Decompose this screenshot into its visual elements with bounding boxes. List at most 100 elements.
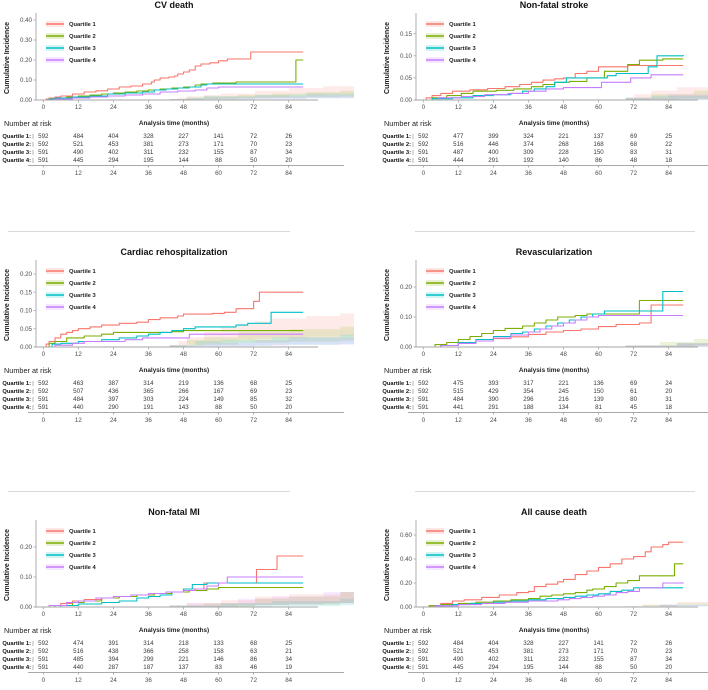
risk-count: 317 (523, 380, 534, 387)
risk-count: 22 (665, 141, 672, 148)
ci-band-quartile-1 (625, 602, 708, 607)
risk-count: 150 (593, 388, 604, 395)
legend-label: Quartile 1 (449, 22, 477, 28)
y-tick-label: 0.10 (20, 308, 33, 315)
panel-non-fatal-stroke: 0.00 0.05 0.10 0.15 0 12 24 36 48 60 72 84 Cumulativ… (354, 0, 708, 196)
y-axis-label: Cumulative Incidence (4, 22, 11, 94)
risk-count: 592 (418, 380, 429, 387)
risk-count: 311 (524, 656, 534, 663)
risk-count: 19 (285, 664, 292, 671)
risk-count: 171 (593, 648, 604, 655)
risk-count: 490 (73, 149, 84, 156)
risk-count: 31 (665, 396, 672, 403)
risk-count: 490 (453, 656, 464, 663)
risk-axis-tick-label: 36 (525, 677, 532, 684)
ci-band-quartile-4 (625, 343, 708, 347)
risk-row-label: Quartile 1: (2, 381, 31, 387)
x-tick-label: 48 (560, 104, 567, 111)
risk-count: 521 (73, 141, 84, 148)
risk-count: 50 (250, 157, 257, 164)
risk-row-label: Quartile 3: (2, 397, 31, 403)
legend-label: Quartile 4 (69, 305, 97, 311)
risk-axis-tick-label: 84 (665, 170, 672, 177)
risk-count: 191 (143, 404, 154, 411)
x-tick-label: 60 (215, 351, 222, 358)
risk-count: 515 (453, 388, 464, 395)
risk-count: 296 (523, 396, 534, 403)
risk-count: 354 (523, 388, 534, 395)
risk-axis-tick-label: 12 (75, 170, 82, 177)
risk-count: 273 (178, 141, 189, 148)
chart-title: All cause death (521, 507, 587, 517)
risk-count: 397 (108, 396, 119, 403)
risk-count: 314 (143, 640, 154, 647)
y-tick-label: 0.20 (20, 271, 33, 278)
risk-axis-tick-label: 24 (490, 170, 497, 177)
risk-row-label: Quartile 3: (2, 657, 31, 663)
risk-count: 381 (523, 648, 534, 655)
risk-table-header: Number at risk (384, 626, 432, 635)
series-line-quartile-2 (43, 59, 304, 101)
risk-axis-tick-label: 60 (215, 417, 222, 424)
x-tick-label: 72 (630, 611, 637, 618)
risk-count: 366 (143, 648, 154, 655)
x-tick-label: 36 (525, 351, 532, 358)
ci-band-quartile-2 (169, 75, 708, 100)
risk-axis-tick-label: 60 (595, 170, 602, 177)
risk-count: 88 (595, 664, 602, 671)
y-tick-label: 0.40 (400, 556, 413, 563)
legend-label: Quartile 3 (449, 46, 477, 52)
risk-count: 155 (213, 149, 224, 156)
risk-count: 136 (593, 380, 604, 387)
chart-cardiac-rehospitalization: 0.00 0.05 0.10 0.15 0.20 0 12 24 36 48 60 72 84 Cumul… (2, 247, 708, 424)
risk-count: 592 (38, 141, 49, 148)
x-tick-label: 60 (215, 104, 222, 111)
risk-count: 221 (558, 133, 569, 140)
risk-axis-tick-label: 48 (180, 170, 187, 177)
risk-axis-tick-label: 84 (665, 677, 672, 684)
risk-count: 137 (178, 664, 189, 671)
panel-all-cause-death: 0.00 0.20 0.40 0.60 0 12 24 36 48 60 72 84 Cumulativ… (354, 503, 708, 690)
y-axis-label: Cumulative Incidence (384, 529, 391, 601)
y-tick-label: 0.00 (400, 604, 413, 611)
legend-label: Quartile 3 (449, 293, 477, 299)
y-tick-label: 0.05 (20, 326, 33, 333)
risk-row-label: Quartile 1: (382, 134, 411, 140)
series-line-quartile-4 (423, 314, 684, 348)
ci-band-quartile-2 (625, 339, 708, 347)
risk-count: 69 (250, 388, 257, 395)
risk-count: 591 (38, 396, 49, 403)
risk-count: 591 (418, 656, 429, 663)
y-tick-label: 0.00 (20, 604, 33, 611)
risk-count: 34 (285, 149, 292, 156)
risk-count: 34 (665, 656, 672, 663)
risk-count: 195 (523, 664, 534, 671)
risk-count: 83 (630, 149, 637, 156)
y-axis-label: Cumulative Incidence (4, 529, 11, 601)
risk-count: 70 (630, 648, 637, 655)
x-tick-label: 84 (665, 611, 672, 618)
risk-count: 144 (558, 664, 569, 671)
risk-axis-tick-label: 12 (455, 170, 462, 177)
risk-count: 224 (178, 396, 189, 403)
risk-count: 591 (418, 157, 429, 164)
x-tick-label: 84 (285, 104, 292, 111)
legend-label: Quartile 1 (69, 22, 97, 28)
x-tick-label: 36 (145, 351, 152, 358)
chart-cv-death: 0.00 0.10 0.20 0.30 0.40 0 12 24 36 48 60 72 84 Cumul… (2, 0, 708, 177)
x-axis-title: Analysis time (months) (139, 367, 209, 374)
risk-count: 227 (178, 133, 189, 140)
risk-axis-tick-label: 72 (250, 417, 257, 424)
risk-axis-tick-label: 0 (42, 170, 46, 177)
legend-label: Quartile 3 (449, 553, 477, 559)
risk-count: 394 (108, 656, 119, 663)
x-axis-title: Analysis time (months) (519, 367, 589, 374)
risk-count: 463 (73, 380, 84, 387)
risk-axis-tick-label: 36 (525, 170, 532, 177)
risk-axis-tick-label: 72 (250, 170, 257, 177)
x-tick-label: 0 (422, 104, 426, 111)
risk-count: 143 (178, 404, 189, 411)
legend-label: Quartile 1 (449, 269, 477, 275)
x-tick-label: 72 (630, 104, 637, 111)
risk-count: 45 (630, 404, 637, 411)
